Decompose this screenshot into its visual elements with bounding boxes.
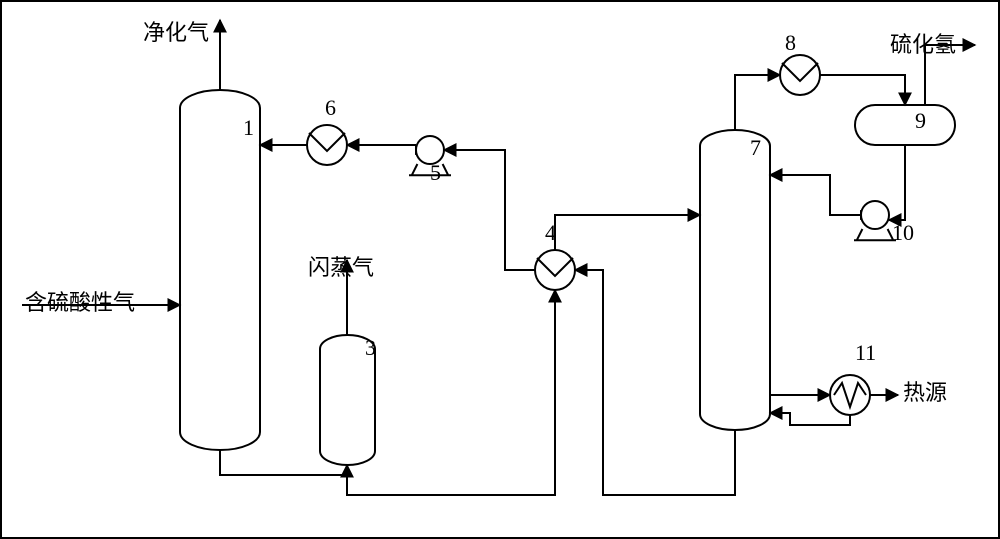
tag-n1: 1 (243, 115, 254, 140)
e6 (307, 125, 347, 165)
label-flash_gas: 闪蒸气 (308, 255, 374, 280)
tag-n6: 6 (325, 95, 336, 120)
tag-n5: 5 (430, 160, 441, 185)
e8-to-drum (820, 75, 905, 105)
label-heat_source: 热源 (903, 380, 947, 405)
tag-n9: 9 (915, 108, 926, 133)
label-sour_gas: 含硫酸性气 (25, 290, 135, 315)
label-purified_gas: 净化气 (143, 20, 209, 45)
regenerator (700, 130, 770, 430)
regen-ovhd-to-e8 (735, 75, 780, 130)
e4-to-p5 (444, 150, 535, 270)
tag-n3: 3 (365, 335, 376, 360)
e4 (535, 250, 575, 290)
tag-n7: 7 (750, 135, 761, 160)
frame (1, 1, 999, 538)
e8 (780, 55, 820, 95)
tag-n4: 4 (545, 220, 556, 245)
absorber (180, 90, 260, 450)
reflux_drum (855, 105, 955, 145)
flash-to-e4 (347, 290, 555, 495)
reboiler-return (770, 413, 850, 425)
drum-to-p10 (889, 145, 905, 220)
e4-to-regenerator (555, 215, 700, 250)
label-h2s: 硫化氢 (890, 32, 956, 57)
p10 (861, 201, 889, 229)
tag-n11: 11 (855, 340, 876, 365)
tag-n8: 8 (785, 30, 796, 55)
tag-n10: 10 (892, 220, 914, 245)
p10-to-regenerator (770, 175, 861, 215)
